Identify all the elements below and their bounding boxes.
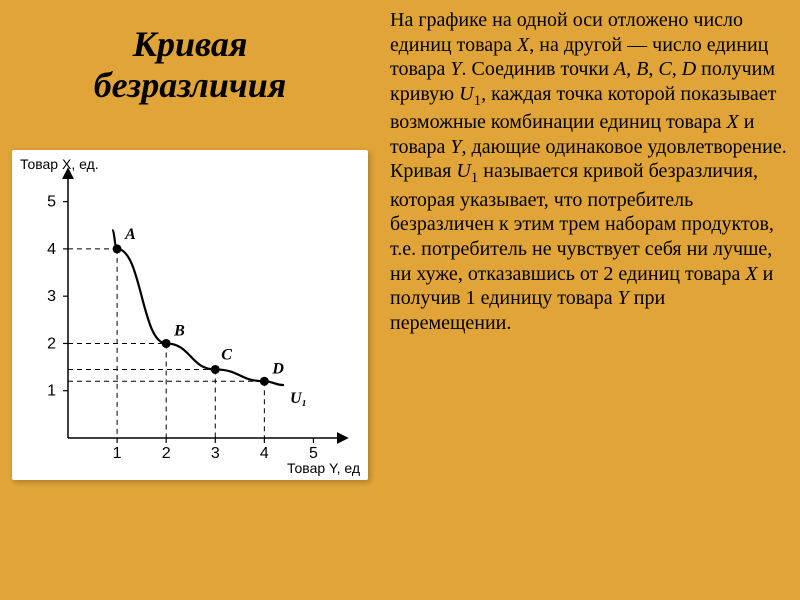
indifference-curve-chart: 1234512345ABCDU₁ (12, 150, 368, 480)
svg-text:5: 5 (47, 194, 56, 211)
svg-text:C: C (221, 346, 232, 363)
svg-text:4: 4 (260, 445, 269, 462)
svg-text:3: 3 (47, 288, 56, 305)
chart-panel: Товар X, ед. 1234512345ABCDU₁ Товар Y, е… (12, 150, 368, 480)
svg-text:A: A (124, 226, 136, 243)
svg-text:1: 1 (47, 383, 56, 400)
svg-text:D: D (271, 360, 284, 377)
body-text: На графике на одной оси отложено число е… (390, 8, 788, 335)
y-axis-label: Товар X, ед. (20, 156, 99, 172)
x-axis-label: Товар Y, ед (287, 460, 360, 476)
svg-text:B: B (173, 322, 185, 339)
title-line-1: Кривая (133, 24, 248, 64)
svg-text:2: 2 (47, 335, 56, 352)
title-line-2: безразличия (94, 65, 287, 105)
page-title: Кривая безразличия (0, 24, 380, 107)
svg-text:4: 4 (47, 241, 56, 258)
svg-text:U₁: U₁ (290, 390, 307, 407)
svg-text:3: 3 (211, 445, 220, 462)
svg-text:2: 2 (162, 445, 171, 462)
svg-text:1: 1 (113, 445, 122, 462)
